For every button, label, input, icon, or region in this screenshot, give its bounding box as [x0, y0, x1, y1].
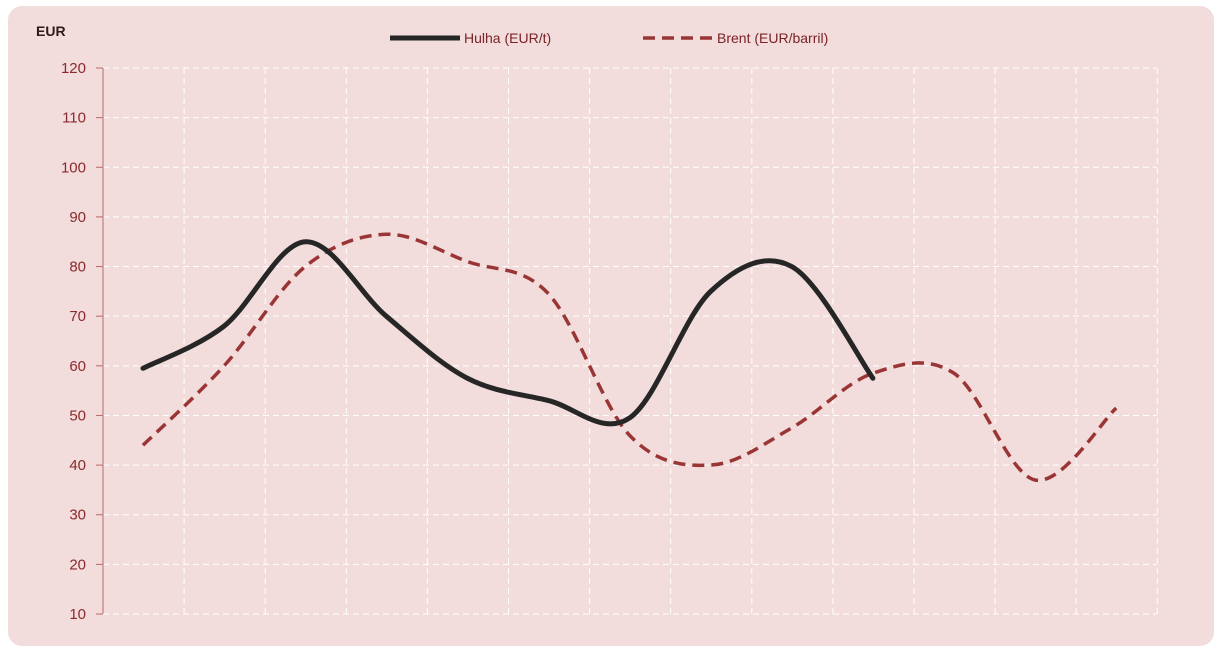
series-layer	[140, 232, 1118, 482]
y-tick-label: 30	[69, 507, 86, 524]
legend-label-0: Hulha (EUR/t)	[464, 30, 551, 46]
grid	[102, 67, 1158, 614]
legend-label-1: Brent (EUR/barril)	[717, 30, 828, 46]
y-tick-label: 10	[69, 606, 86, 623]
series-line-1	[141, 232, 1118, 482]
legend: Hulha (EUR/t) Brent (EUR/barril)	[390, 30, 828, 46]
y-tick-label: 100	[61, 159, 86, 176]
y-tick-label: 40	[69, 457, 86, 474]
y-tick-label: 60	[69, 358, 86, 375]
line-chart: 10 20 30 40 50 60 70 80 90 100 110 120 EUR Hulha (E…	[36, 23, 1158, 623]
series-line-0	[140, 239, 876, 427]
y-tick-label: 90	[69, 209, 86, 226]
y-tick-label: 20	[69, 556, 86, 573]
y-tick-label: 80	[69, 259, 86, 276]
chart-panel	[8, 6, 1214, 646]
y-tick-label: 50	[69, 407, 86, 424]
y-tick-label: 120	[61, 60, 86, 77]
y-tick-label: 70	[69, 308, 86, 325]
y-axis: 10 20 30 40 50 60 70 80 90 100 110 120	[61, 60, 1157, 623]
y-tick-label: 110	[62, 110, 86, 127]
y-axis-unit-label: EUR	[36, 23, 66, 39]
